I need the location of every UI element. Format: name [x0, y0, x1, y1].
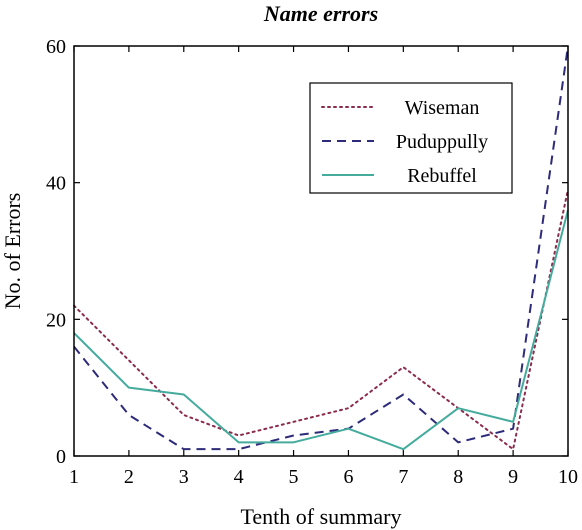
x-tick-label: 9 — [508, 466, 518, 488]
legend-label-puduppully: Puduppully — [396, 131, 488, 153]
x-tick-label: 8 — [453, 466, 463, 488]
x-tick-label: 1 — [69, 466, 79, 488]
legend: Wiseman Puduppully Rebuffel — [309, 82, 513, 194]
x-tick-label: 5 — [289, 466, 299, 488]
chart-title: Name errors — [263, 1, 378, 26]
x-axis-label: Tenth of summary — [241, 504, 402, 529]
x-tick-label: 2 — [124, 466, 134, 488]
legend-label-rebuffel: Rebuffel — [407, 165, 477, 187]
x-tick-label: 6 — [343, 466, 353, 488]
series-line-wiseman — [73, 188, 569, 451]
x-tick-label: 4 — [234, 466, 244, 488]
y-axis-label: No. of Errors — [0, 193, 25, 310]
y-tick-label: 20 — [46, 309, 66, 331]
series-lines — [73, 45, 569, 451]
series-line-puduppully — [73, 45, 569, 451]
x-tick-label: 3 — [179, 466, 189, 488]
y-tick-label: 60 — [46, 36, 66, 58]
y-tick-label: 40 — [46, 173, 66, 195]
legend-box — [309, 82, 513, 194]
plot-frame — [73, 45, 569, 457]
legend-label-wiseman: Wiseman — [405, 97, 480, 119]
x-tick-label: 10 — [558, 466, 578, 488]
y-tick-label: 0 — [56, 446, 66, 468]
series-line-rebuffel — [73, 209, 569, 451]
x-tick-label: 7 — [398, 466, 408, 488]
